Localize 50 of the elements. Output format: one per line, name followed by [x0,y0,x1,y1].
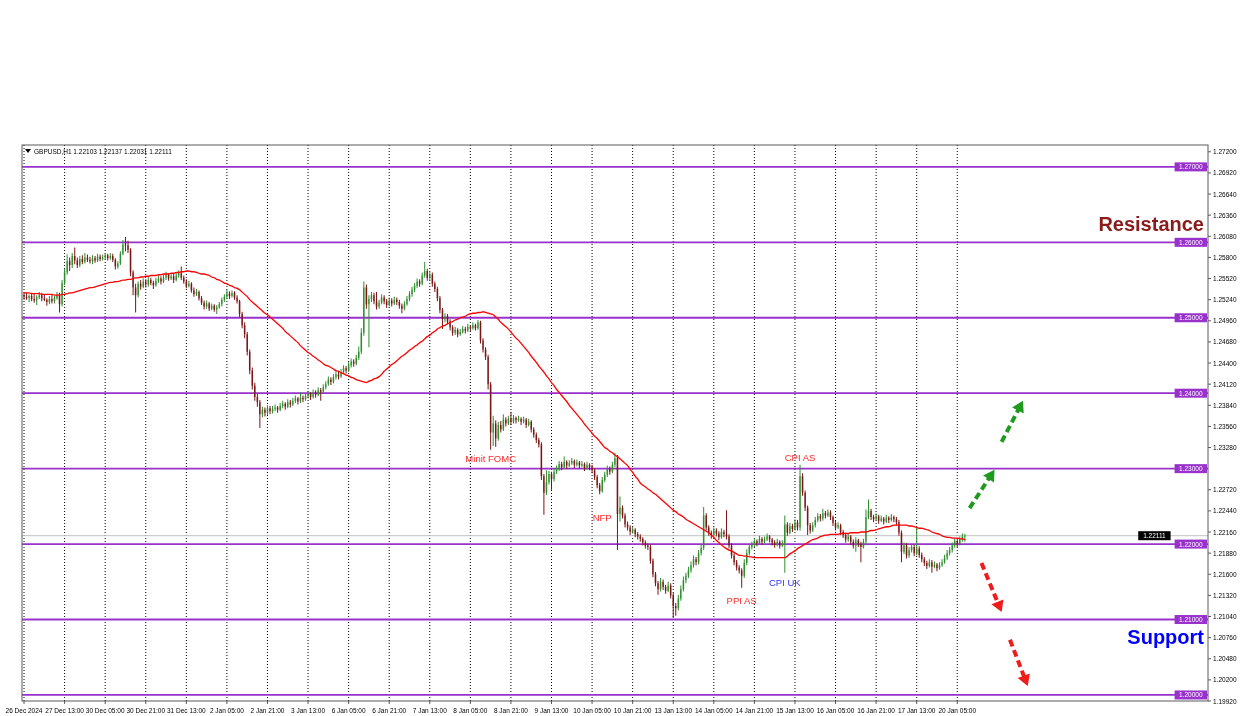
candlestick [345,366,347,374]
candlestick [855,537,857,552]
candlestick [520,417,522,425]
candlestick [335,371,337,380]
candlestick [28,294,30,302]
annotation: CPI UK [768,577,802,589]
candlestick [761,537,763,545]
candlestick [639,534,642,542]
candlestick [396,297,398,305]
candlestick [571,458,573,465]
candlestick [581,461,583,468]
candlestick [461,326,464,334]
annotation: PPI AS [726,595,757,607]
candlestick [170,273,172,281]
candlestick [837,522,839,529]
candlestick [827,509,829,517]
candlestick [875,513,877,521]
candlestick [472,322,474,330]
candlestick [104,252,106,260]
candlestick [609,466,611,475]
candlestick [893,515,895,523]
candlestick [464,326,467,334]
annotation: CPI AS [784,451,816,463]
candlestick [99,254,101,262]
candlestick [860,541,862,563]
candlestick [888,516,890,523]
candlestick [636,532,639,540]
candlestick [160,276,162,285]
candlestick [568,460,571,468]
text: Resistance [1098,213,1204,236]
candlestick [565,460,568,469]
candlestick [188,280,190,288]
candlestick [33,294,35,303]
candlestick [46,298,48,306]
candlestick [284,402,287,410]
annotation: NFP [592,512,612,524]
candlestick [459,329,461,336]
line-series [23,270,966,559]
candlestick [642,537,644,546]
candlestick [297,396,299,405]
candlestick [880,515,882,523]
candlestick [94,255,96,263]
candlestick [368,295,370,348]
candlestick [941,559,943,567]
candlestick [931,559,933,573]
candlestick [177,270,180,278]
candlestick [330,377,332,385]
candlestick [771,538,773,546]
annotation: Minit FOMC [465,452,517,464]
text: Support [1127,626,1205,649]
